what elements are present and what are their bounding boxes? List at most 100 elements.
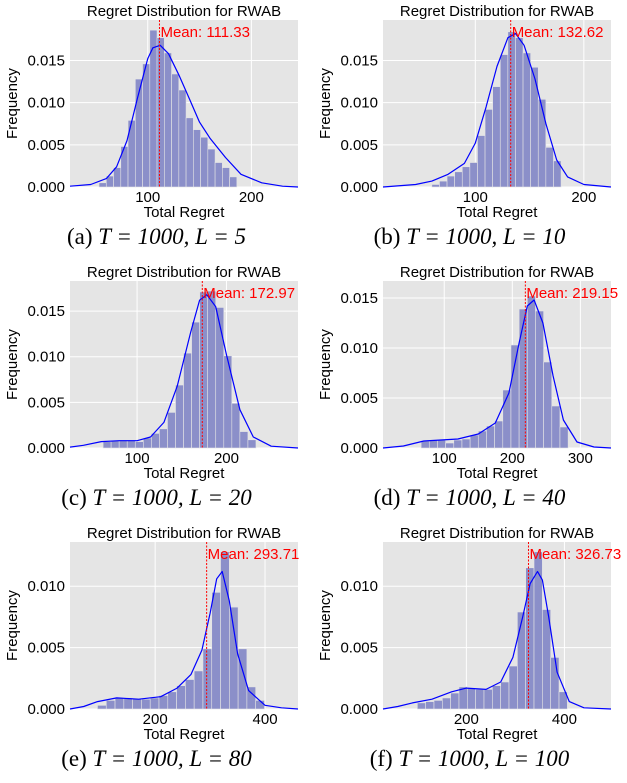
histogram-bar: [469, 162, 478, 188]
histogram-bar: [134, 441, 144, 449]
y-axis-label: Frequency: [4, 68, 21, 139]
histogram-bar: [164, 52, 172, 188]
y-tick-label: 0.010: [27, 578, 65, 595]
y-tick-label: 0.000: [340, 701, 378, 718]
histogram-bar: [167, 412, 176, 449]
chart-f: Mean: 326.73 Regret Distribution for RWAB…: [317, 525, 621, 743]
caption-label: (b): [373, 224, 401, 249]
x-axis-label: Total Regret: [144, 204, 226, 221]
x-axis-label: Total Regret: [457, 465, 539, 482]
panel-a: Mean: 111.33 Regret Distribution for RWAB…: [0, 0, 313, 261]
y-tick-label: 0.005: [340, 390, 378, 407]
histogram-bar: [450, 692, 460, 710]
histogram-bar: [229, 176, 238, 188]
histogram-bar: [526, 295, 536, 449]
histogram-bar: [105, 700, 116, 710]
mean-label: Mean: 132.62: [512, 24, 604, 41]
caption-f: (f) T = 1000, L = 100: [313, 746, 626, 772]
chart-title: Regret Distribution for RWAB: [87, 3, 281, 20]
plot-background: [383, 542, 611, 709]
chart-title: Regret Distribution for RWAB: [400, 264, 594, 281]
y-axis-label: Frequency: [4, 329, 21, 400]
histogram-bar: [446, 175, 455, 188]
histogram-bar: [492, 86, 501, 188]
x-tick-label: 100: [125, 450, 150, 467]
x-tick-label: 200: [239, 189, 264, 206]
histogram-bar: [559, 426, 569, 449]
x-axis-label: Total Regret: [457, 726, 539, 743]
kde-curve: [382, 570, 612, 710]
y-tick-label: 0.000: [340, 440, 378, 457]
x-tick-label: 100: [432, 450, 457, 467]
histogram-bar: [102, 441, 112, 449]
mean-label: Mean: 172.97: [203, 285, 295, 302]
histogram-bar: [475, 689, 485, 710]
histogram-bar: [193, 129, 201, 188]
histogram-bar: [499, 54, 509, 188]
histogram-bar: [202, 648, 213, 710]
chart-title: Regret Distribution for RWAB: [87, 525, 281, 542]
histogram-bar: [237, 648, 248, 710]
histogram-bar: [185, 117, 194, 188]
y-axis-label: Frequency: [317, 329, 334, 400]
x-tick-label: 100: [463, 189, 488, 206]
chart-c: Mean: 172.97 Regret Distribution for RWAB…: [4, 264, 299, 482]
caption-a: (a) T = 1000, L = 5: [0, 224, 313, 250]
kde-curve: [69, 294, 299, 449]
y-tick-label: 0.010: [27, 349, 65, 366]
histogram-bar: [207, 290, 217, 449]
chart-b: Mean: 132.62 Regret Distribution for RWAB…: [317, 3, 612, 221]
x-tick-label: 200: [454, 711, 479, 728]
histogram-bar: [467, 687, 476, 710]
x-tick-label: 400: [552, 711, 577, 728]
caption-expression: T = 1000, L = 80: [92, 746, 252, 771]
caption-b: (b) T = 1000, L = 10: [313, 224, 626, 250]
histogram-bar: [246, 686, 256, 710]
y-tick-label: 0.005: [27, 137, 65, 154]
histogram-bar: [123, 697, 133, 710]
histogram-bar: [550, 657, 560, 710]
histogram-bar: [551, 405, 561, 449]
histogram-bar: [156, 37, 165, 188]
caption-expression: T = 1000, L = 5: [98, 224, 247, 249]
x-tick-label: 300: [568, 450, 593, 467]
chart-title: Regret Distribution for RWAB: [400, 525, 594, 542]
histogram-bar: [141, 698, 151, 710]
histogram-bar: [231, 402, 241, 449]
histogram-bar: [500, 681, 510, 710]
mean-label: Mean: 293.71: [208, 546, 300, 563]
caption-c: (c) T = 1000, L = 20: [0, 485, 313, 511]
panel-c: Mean: 172.97 Regret Distribution for RWAB…: [0, 261, 313, 522]
x-tick-label: 200: [571, 189, 596, 206]
histogram-bar: [517, 611, 526, 710]
plot-background: [70, 542, 298, 709]
histogram-bar: [223, 355, 233, 449]
y-tick-label: 0.005: [340, 137, 378, 154]
caption-label: (d): [373, 485, 401, 510]
y-tick-label: 0.015: [340, 290, 378, 307]
histogram-bar: [525, 567, 535, 710]
histogram-bar: [175, 384, 184, 449]
y-tick-label: 0.005: [27, 640, 65, 657]
histogram-bar: [431, 184, 440, 188]
y-tick-label: 0.010: [27, 95, 65, 112]
histogram-bar: [507, 31, 516, 188]
histogram-bar: [207, 148, 216, 188]
histogram-bar: [110, 440, 120, 449]
panel-d: Mean: 219.15 Regret Distribution for RWAB…: [313, 261, 626, 522]
histogram-bar: [522, 52, 531, 188]
histogram-bar: [543, 361, 553, 449]
x-tick-label: 200: [214, 450, 239, 467]
y-tick-label: 0.015: [27, 303, 65, 320]
caption-expression: T = 1000, L = 10: [406, 224, 566, 249]
chart-a: Mean: 111.33 Regret Distribution for RWAB…: [4, 3, 299, 221]
x-axis-label: Total Regret: [144, 465, 226, 482]
x-tick-label: 200: [500, 450, 525, 467]
x-tick-label: 400: [253, 711, 278, 728]
histogram-bar: [215, 307, 225, 449]
histogram-bar: [477, 135, 486, 188]
histogram-bar: [247, 439, 257, 449]
histogram-bar: [535, 310, 544, 449]
y-tick-label: 0.000: [27, 179, 65, 196]
caption-e: (e) T = 1000, L = 80: [0, 746, 313, 772]
